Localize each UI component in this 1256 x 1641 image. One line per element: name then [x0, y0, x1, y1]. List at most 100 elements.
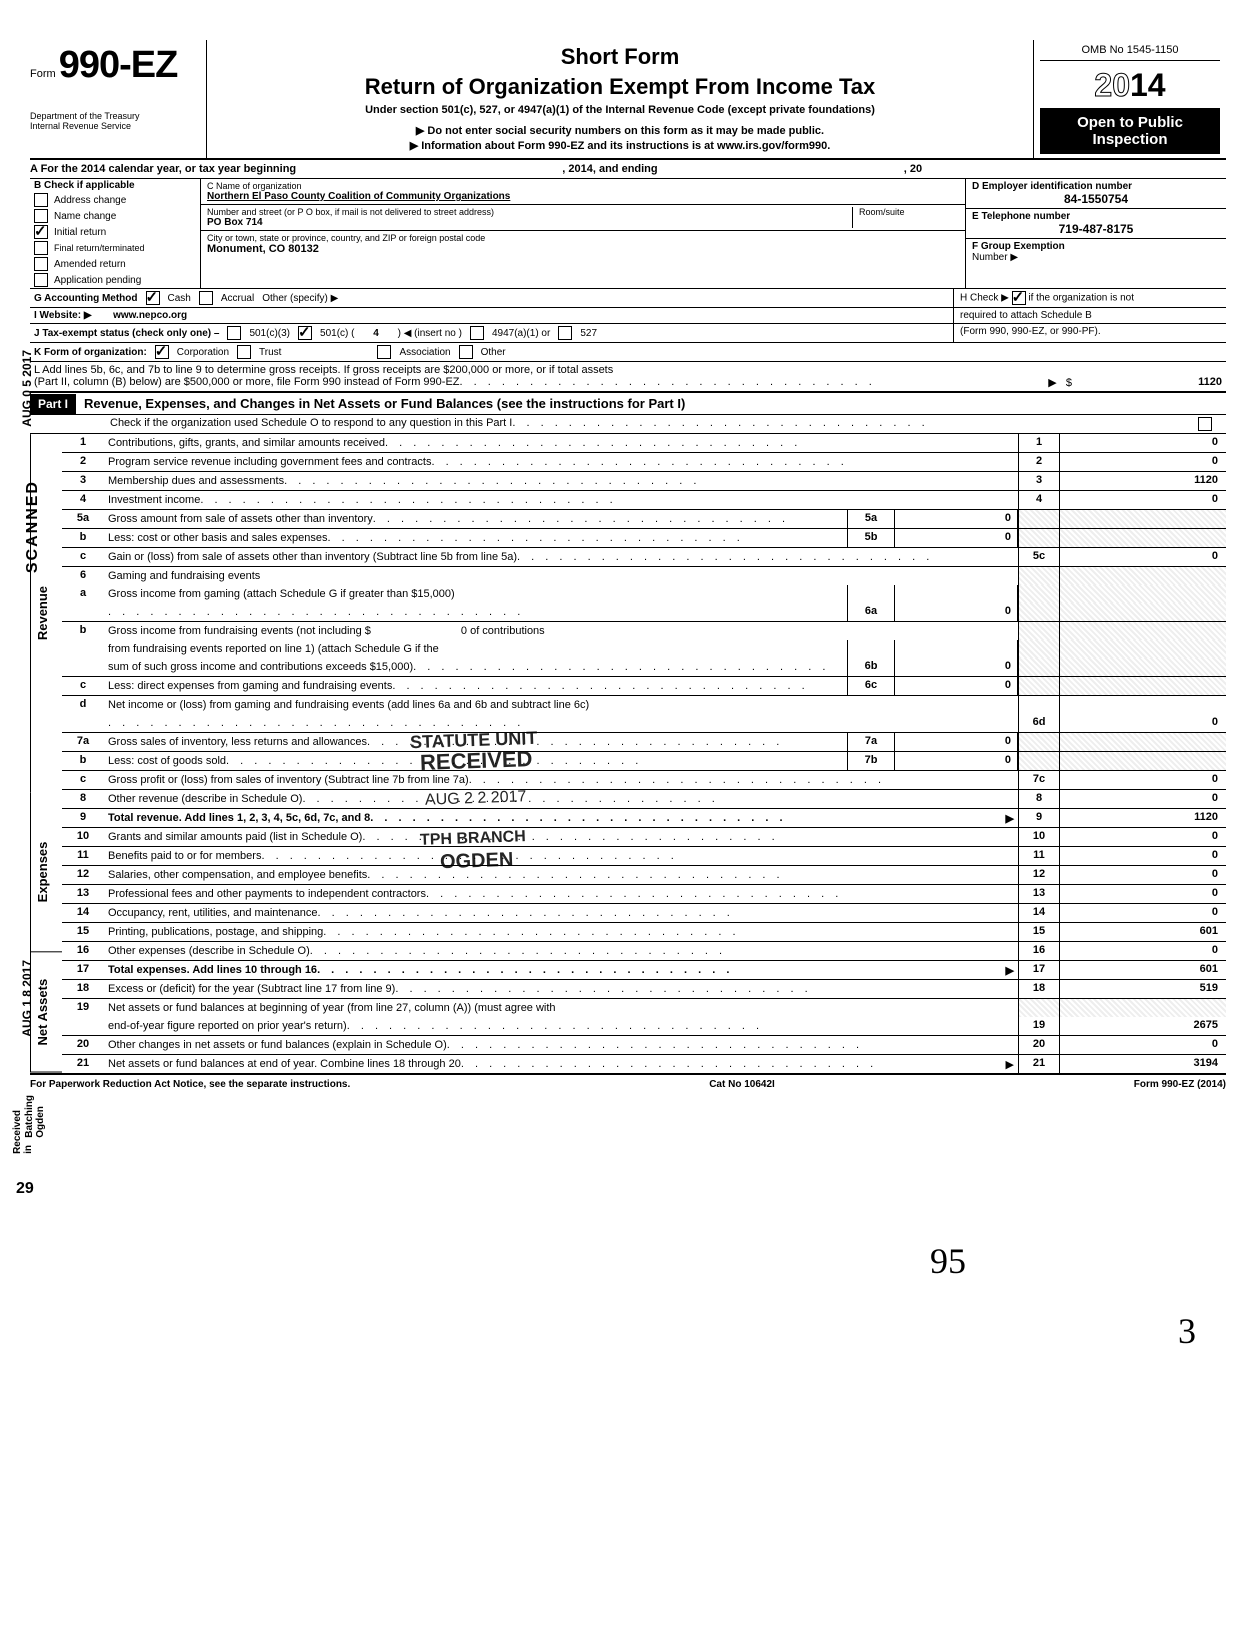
- return-title: Return of Organization Exempt From Incom…: [215, 74, 1025, 100]
- line-7c: cGross profit or (loss) from sales of in…: [62, 771, 1226, 790]
- dept-1: Department of the Treasury: [30, 111, 200, 121]
- line-11: 11Benefits paid to or for members 110: [62, 847, 1226, 866]
- footer-mid: Cat No 10642I: [709, 1079, 775, 1090]
- omb-number: OMB No 1545-1150: [1040, 44, 1220, 61]
- chk-sched-o-part1[interactable]: [1198, 417, 1212, 431]
- b-header: B Check if applicable: [30, 179, 200, 192]
- city-label: City or town, state or province, country…: [207, 233, 959, 243]
- chk-other-org[interactable]: [459, 345, 473, 359]
- phone-value: 719-487-8175: [972, 222, 1220, 236]
- dept-2: Internal Revenue Service: [30, 121, 200, 131]
- form-page: AUG 0 5 2017 SCANNED AUG 1 8 2017 Receiv…: [30, 40, 1226, 1094]
- chk-4947[interactable]: [470, 326, 484, 340]
- chk-h-not-required[interactable]: [1012, 291, 1026, 305]
- ein-value: 84-1550754: [972, 192, 1220, 206]
- row-i: I Website: ▶ www.nepco.org required to a…: [30, 308, 1226, 324]
- line-18: 18Excess or (deficit) for the year (Subt…: [62, 980, 1226, 999]
- row-k: K Form of organization: Corporation Trus…: [30, 343, 1226, 362]
- line-9: 9Total revenue. Add lines 1, 2, 3, 4, 5c…: [62, 809, 1226, 828]
- line-15: 15Printing, publications, postage, and s…: [62, 923, 1226, 942]
- f-number: Number ▶: [972, 252, 1018, 263]
- website-value: www.nepco.org: [113, 310, 187, 321]
- line-8: 8Other revenue (describe in Schedule O) …: [62, 790, 1226, 809]
- line-6b-2: from fundraising events reported on line…: [62, 640, 1226, 658]
- e-label: E Telephone number: [972, 211, 1220, 222]
- line-6c: cLess: direct expenses from gaming and f…: [62, 677, 1226, 696]
- form-header: Form 990-EZ Department of the Treasury I…: [30, 40, 1226, 160]
- chk-501c3[interactable]: [227, 326, 241, 340]
- side-date-1: AUG 0 5 2017: [20, 350, 34, 427]
- chk-initial-return[interactable]: Initial return: [30, 224, 200, 240]
- footer-right: Form 990-EZ (2014): [1134, 1079, 1226, 1090]
- line-10: 10Grants and similar amounts paid (list …: [62, 828, 1226, 847]
- chk-name-change[interactable]: Name change: [30, 208, 200, 224]
- line-7b: bLess: cost of goods sold 7b0: [62, 752, 1226, 771]
- instr-2: ▶ Information about Form 990-EZ and its …: [215, 139, 1025, 152]
- chk-application-pending[interactable]: Application pending: [30, 272, 200, 288]
- line-21: 21Net assets or fund balances at end of …: [62, 1055, 1226, 1073]
- line-13: 13Professional fees and other payments t…: [62, 885, 1226, 904]
- handwritten-3: 3: [1178, 1310, 1196, 1352]
- section-bcdef: B Check if applicable Address change Nam…: [30, 179, 1226, 289]
- part1-check-row: Check if the organization used Schedule …: [30, 415, 1226, 434]
- chk-assoc[interactable]: [377, 345, 391, 359]
- line-19-2: end-of-year figure reported on prior yea…: [62, 1017, 1226, 1036]
- chk-527[interactable]: [558, 326, 572, 340]
- open-public: Open to Public Inspection: [1040, 108, 1220, 154]
- row-g: G Accounting Method Cash Accrual Other (…: [30, 289, 1226, 308]
- line-12: 12Salaries, other compensation, and empl…: [62, 866, 1226, 885]
- chk-trust[interactable]: [237, 345, 251, 359]
- side-num-29: 29: [16, 1180, 34, 1198]
- chk-final-return[interactable]: Final return/terminated: [30, 240, 200, 256]
- addr-label: Number and street (or P O box, if mail i…: [207, 207, 852, 217]
- instr-1: ▶ Do not enter social security numbers o…: [215, 124, 1025, 137]
- label-expenses: Expenses: [30, 792, 62, 952]
- c-name-label: C Name of organization: [207, 181, 959, 191]
- line-6: 6Gaming and fundraising events: [62, 567, 1226, 585]
- line-14: 14Occupancy, rent, utilities, and mainte…: [62, 904, 1226, 923]
- row-j: J Tax-exempt status (check only one) – 5…: [30, 324, 1226, 343]
- line-20: 20Other changes in net assets or fund ba…: [62, 1036, 1226, 1055]
- label-net-assets: Net Assets: [30, 952, 62, 1073]
- chk-cash[interactable]: [146, 291, 160, 305]
- org-city: Monument, CO 80132: [207, 243, 959, 255]
- row-a: A For the 2014 calendar year, or tax yea…: [30, 160, 1226, 179]
- chk-501c[interactable]: [298, 326, 312, 340]
- short-form-title: Short Form: [215, 44, 1025, 70]
- line-5a: 5aGross amount from sale of assets other…: [62, 510, 1226, 529]
- handwritten-95: 95: [930, 1240, 966, 1282]
- line-1: 1Contributions, gifts, grants, and simil…: [62, 434, 1226, 453]
- line-6a-2: 6a0: [62, 603, 1226, 622]
- chk-amended[interactable]: Amended return: [30, 256, 200, 272]
- line-6b-3: sum of such gross income and contributio…: [62, 658, 1226, 677]
- line-6d-2: 6d0: [62, 714, 1226, 733]
- line-16: 16Other expenses (describe in Schedule O…: [62, 942, 1226, 961]
- line-7a: 7aGross sales of inventory, less returns…: [62, 733, 1226, 752]
- side-received-2: Batching Ogden: [24, 1095, 46, 1138]
- part1-grid: Revenue Expenses Net Assets 1Contributio…: [30, 434, 1226, 1075]
- footer-left: For Paperwork Reduction Act Notice, see …: [30, 1079, 350, 1090]
- label-revenue: Revenue: [30, 434, 62, 792]
- footer: For Paperwork Reduction Act Notice, see …: [30, 1075, 1226, 1094]
- row-l: L Add lines 5b, 6c, and 7b to line 9 to …: [30, 362, 1226, 392]
- line-l-amount: 1120: [1072, 376, 1222, 389]
- f-label: F Group Exemption: [972, 241, 1065, 252]
- org-name: Northern El Paso County Coalition of Com…: [207, 191, 959, 202]
- line-5c: cGain or (loss) from sale of assets othe…: [62, 548, 1226, 567]
- line-2: 2Program service revenue including gover…: [62, 453, 1226, 472]
- form-number: 990-EZ: [59, 44, 178, 86]
- chk-address-change[interactable]: Address change: [30, 192, 200, 208]
- subtitle: Under section 501(c), 527, or 4947(a)(1)…: [215, 104, 1025, 116]
- line-6b-1: bGross income from fundraising events (n…: [62, 622, 1226, 640]
- line-19-1: 19Net assets or fund balances at beginni…: [62, 999, 1226, 1017]
- line-6d-1: dNet income or (loss) from gaming and fu…: [62, 696, 1226, 714]
- part1-header: Part I Revenue, Expenses, and Changes in…: [30, 392, 1226, 415]
- line-4: 4Investment income 40: [62, 491, 1226, 510]
- form-prefix: Form: [30, 68, 56, 80]
- line-3: 3Membership dues and assessments 31120: [62, 472, 1226, 491]
- line-6a-1: aGross income from gaming (attach Schedu…: [62, 585, 1226, 603]
- chk-corp[interactable]: [155, 345, 169, 359]
- line-5b: bLess: cost or other basis and sales exp…: [62, 529, 1226, 548]
- org-address: PO Box 714: [207, 217, 852, 228]
- chk-accrual[interactable]: [199, 291, 213, 305]
